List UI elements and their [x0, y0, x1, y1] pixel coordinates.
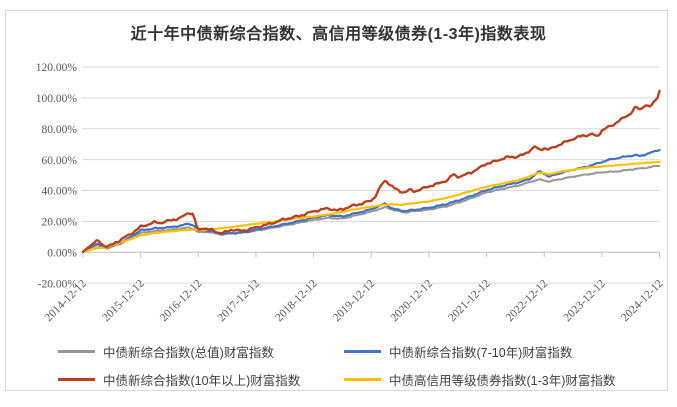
- chart-legend: 中债新综合指数(总值)财富指数 中债新综合指数(7-10年)财富指数 中债新综合…: [58, 342, 615, 389]
- legend-item-high-grade-1-3y: 中债高信用等级债券指数(1-3年)财富指数: [344, 370, 615, 389]
- legend-line-blue-icon: [344, 350, 381, 353]
- legend-item-over-10y: 中债新综合指数(10年以上)财富指数: [58, 370, 344, 389]
- legend-item-composite-total: 中债新综合指数(总值)财富指数: [58, 342, 344, 361]
- legend-label: 中债新综合指数(总值)财富指数: [103, 346, 274, 360]
- legend-label: 中债新综合指数(10年以上)财富指数: [103, 374, 301, 388]
- chart-border-frame: [5, 10, 668, 391]
- legend-line-yellow-icon: [344, 378, 381, 381]
- chart-title: 近十年中债新综合指数、高信用等级债券(1-3年)指数表现: [130, 26, 547, 43]
- legend-label: 中债新综合指数(7-10年)财富指数: [389, 346, 573, 360]
- legend-label: 中债高信用等级债券指数(1-3年)财富指数: [389, 374, 616, 388]
- legend-item-7-10y: 中债新综合指数(7-10年)财富指数: [344, 342, 615, 361]
- legend-line-red-icon: [58, 378, 95, 381]
- legend-line-gray-icon: [58, 350, 95, 353]
